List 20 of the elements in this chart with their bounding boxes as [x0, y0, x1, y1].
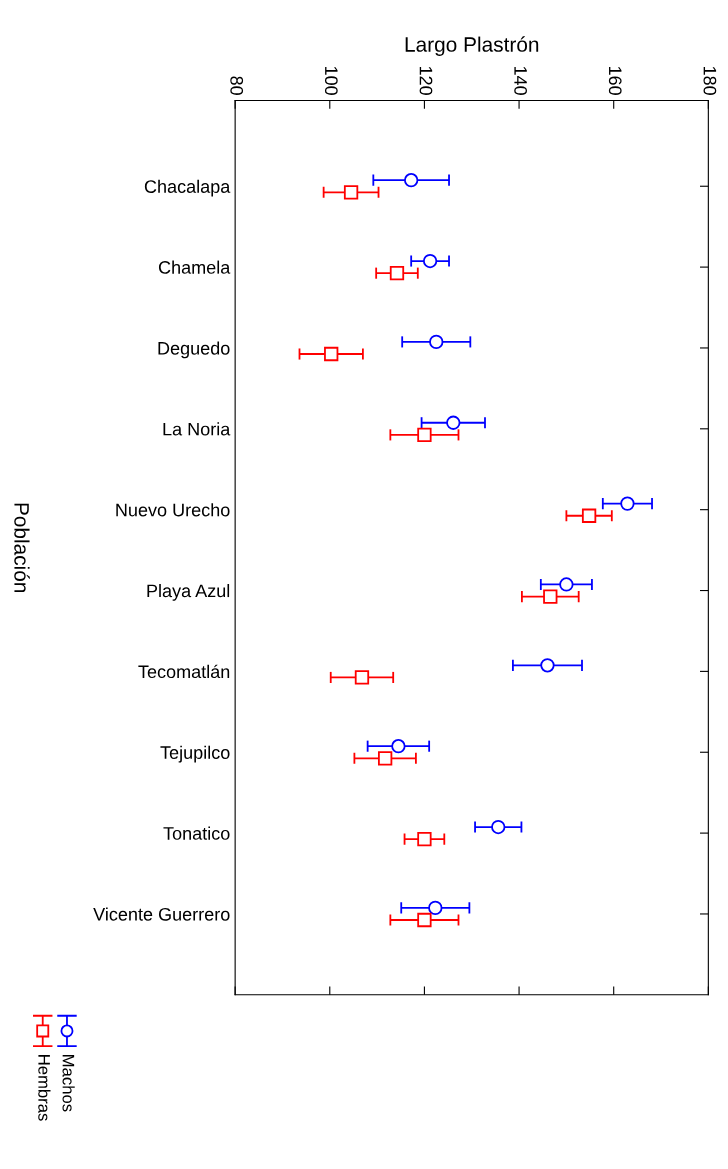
y-tick-label: Playa Azul [147, 583, 230, 601]
y-tick-label: Deguedo [158, 341, 230, 359]
y-tick-label: Nuevo Urecho [116, 503, 230, 517]
y-tick-label: Chacalapa [144, 179, 231, 197]
x-tick-label: 100 [324, 66, 338, 95]
y-tick-label: Vicente Guerrero [93, 907, 230, 921]
y-tick-label: La Noria [163, 422, 231, 436]
x-axis-title: Largo Plastrón [405, 36, 539, 56]
x-tick-label: 80 [230, 76, 244, 95]
legend-label: Hembras [38, 1055, 51, 1121]
x-tick-label: 140 [514, 66, 527, 95]
y-tick-label: Tecomatlán [138, 664, 230, 679]
x-tick-label: 180 [703, 66, 717, 95]
x-tick-label: 160 [608, 66, 622, 95]
y-tick-label: Tejupilco [160, 745, 230, 763]
x-tick-label: 120 [419, 66, 433, 95]
y-tick-label: Tonatico [163, 826, 230, 840]
y-axis-title: Población [14, 503, 30, 593]
legend-label: Machos [62, 1055, 75, 1112]
y-tick-label: Chamela [158, 260, 231, 274]
